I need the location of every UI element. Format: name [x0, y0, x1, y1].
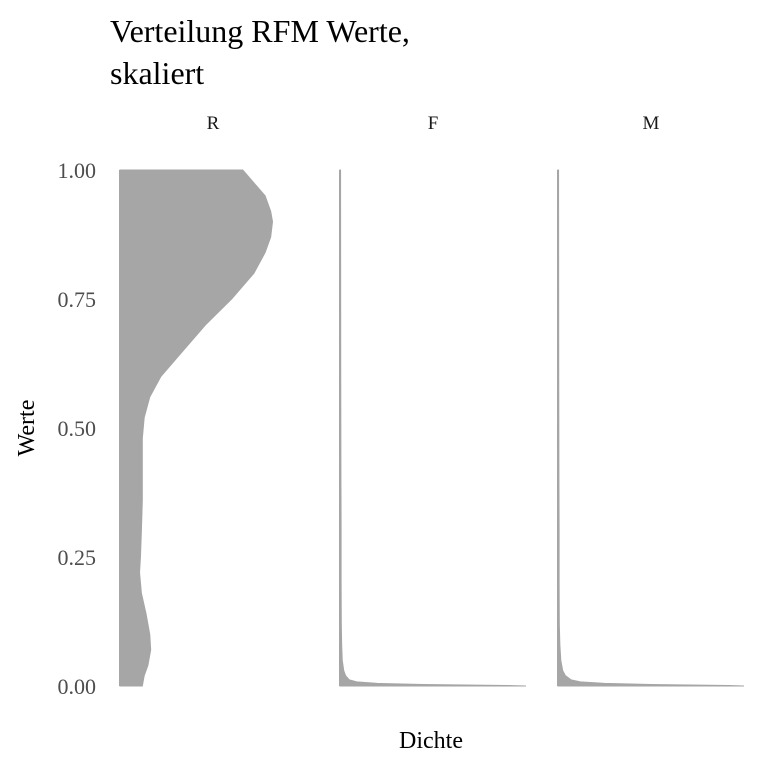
y-tick-label: 0.25	[58, 545, 97, 570]
chart-title-line-2: skaliert	[110, 55, 205, 91]
density-area-f	[339, 169, 527, 687]
density-area-r	[119, 169, 274, 687]
y-tick-label: 0.00	[58, 674, 97, 699]
facet-label-f: F	[428, 113, 439, 134]
y-tick-label: 0.75	[58, 287, 97, 312]
y-axis-title: Werte	[14, 400, 40, 457]
facet-label-r: R	[207, 113, 220, 134]
y-tick-label: 0.50	[58, 416, 97, 441]
density-area-m	[557, 169, 745, 687]
chart-title: Verteilung RFM Werte, skaliert	[110, 10, 410, 94]
facet-label-m: M	[643, 113, 660, 134]
chart-title-line-1: Verteilung RFM Werte,	[110, 13, 410, 49]
x-axis-title: Dichte	[399, 728, 463, 754]
y-tick-label: 1.00	[58, 158, 97, 183]
